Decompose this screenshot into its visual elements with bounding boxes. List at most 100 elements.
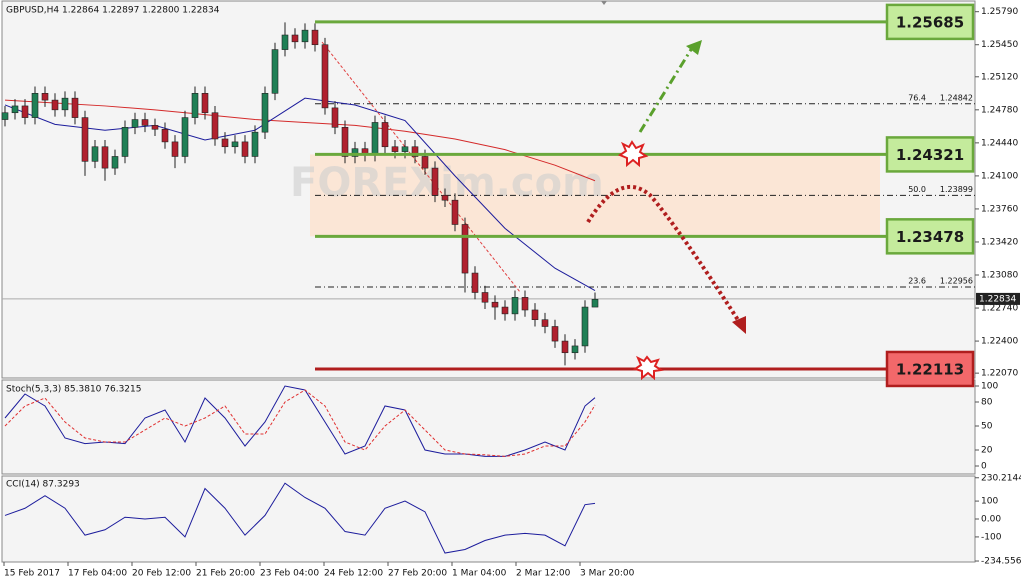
candle-body	[541, 319, 549, 327]
candle-body	[51, 99, 59, 111]
y-tick-label: 1.23420	[981, 237, 1018, 247]
y-tick-label: 1.23080	[981, 271, 1018, 281]
candle-body	[341, 127, 349, 157]
x-tick-label: 27 Feb 20:00	[388, 569, 447, 579]
candle-body	[21, 105, 29, 118]
shift-marker	[601, 1, 607, 5]
candle-body	[411, 146, 419, 157]
level-box	[885, 350, 975, 388]
y-tick-label: -100	[981, 532, 1002, 542]
candle-body	[371, 122, 379, 155]
x-tick-label: 15 Feb 2017	[4, 569, 60, 579]
up-arrow	[638, 47, 694, 133]
x-tick-label: 17 Feb 04:00	[68, 569, 127, 579]
fib-value: 1.22956	[940, 277, 973, 286]
candle-body	[201, 93, 209, 114]
candle-body	[461, 224, 469, 274]
candle-body	[241, 141, 249, 157]
indicator-line	[4, 389, 596, 457]
y-tick-label: 50	[981, 422, 993, 432]
y-tick-label: 1.25120	[981, 72, 1018, 82]
plot-layer: 1.25790 1.25450 1.25120 1.24780 1.24440 1.241…	[1, 3, 1021, 579]
x-tick-label: 23 Feb 04:00	[260, 569, 319, 579]
candle-body	[181, 117, 189, 157]
level-label: 1.25685	[896, 13, 964, 31]
candle-body	[391, 146, 399, 152]
y-tick-label: 1.25450	[981, 40, 1018, 50]
burst	[632, 355, 664, 381]
y-tick-label: 1.22740	[981, 304, 1018, 314]
fib-value: 1.24842	[940, 93, 973, 102]
candle-body	[481, 292, 489, 303]
fib-value: 1.23899	[940, 185, 973, 194]
trendline	[321, 41, 521, 293]
y-tick-label: 1.23760	[981, 204, 1018, 214]
y-tick-label: 1.24440	[981, 138, 1018, 148]
y-tick-label: 1.22400	[981, 337, 1018, 347]
candle-body	[381, 122, 389, 148]
candle-body	[221, 138, 229, 148]
candle-body	[81, 117, 89, 162]
candle-body	[121, 127, 129, 157]
candle-body	[491, 301, 499, 308]
x-tick-label: 24 Feb 12:00	[324, 569, 383, 579]
y-tick-label: 20	[981, 446, 993, 456]
level-label: 1.23478	[896, 228, 964, 246]
candle-body	[261, 93, 269, 133]
y-tick-label: 100	[981, 382, 998, 392]
x-tick-label: 21 Feb 20:00	[196, 569, 255, 579]
chart-title: GBPUSD,H4 1.22864 1.22897 1.22800 1.2283…	[6, 6, 220, 16]
candle-body	[551, 326, 559, 342]
candle-body	[351, 148, 359, 157]
x-tick-label: 2 Mar 12:00	[516, 569, 571, 579]
y-tick-label: 0.00	[981, 515, 1001, 525]
candle-body	[281, 34, 289, 50]
candle-body	[11, 105, 19, 114]
fib-ratio: 50.0	[908, 185, 926, 194]
current-price-label: 1.22834	[979, 294, 1016, 304]
candle-body	[421, 156, 429, 169]
candle-body	[91, 146, 99, 162]
candle-body	[571, 345, 579, 354]
candle-body	[211, 112, 219, 140]
candle-body	[531, 309, 539, 321]
candle-body	[101, 146, 109, 169]
candle-body	[451, 199, 459, 225]
level-box	[885, 136, 975, 173]
candle-body	[311, 29, 319, 46]
stoch-title: Stoch(5,3,3) 85.3810 76.3215	[6, 385, 141, 395]
y-tick-label: -234.5569	[981, 557, 1021, 567]
candle-body	[401, 146, 409, 152]
y-tick-label: 80	[981, 398, 993, 408]
fib-ratio: 76.4	[908, 93, 926, 102]
moving-average	[4, 97, 596, 291]
candle-body	[591, 298, 599, 308]
level-label: 1.24321	[896, 146, 964, 164]
y-tick-label: 0	[981, 462, 987, 472]
down-arrow-head	[732, 316, 746, 334]
y-tick-label: 1.25790	[981, 7, 1018, 17]
candle-body	[501, 306, 509, 315]
x-tick-label: 3 Mar 20:00	[580, 569, 635, 579]
candle-body	[161, 128, 169, 143]
y-tick-label: 1.22070	[981, 369, 1018, 379]
candle-body	[141, 119, 149, 126]
cci-panel	[1, 475, 976, 563]
candle-body	[71, 97, 79, 118]
current-price-tag	[976, 292, 1020, 305]
level-box	[885, 218, 975, 255]
candle-body	[111, 156, 119, 169]
candle-body	[61, 97, 69, 111]
candle-body	[431, 167, 439, 196]
x-tick-label: 1 Mar 04:00	[452, 569, 507, 579]
y-tick-label: 230.2144	[981, 473, 1021, 483]
candle-body	[471, 272, 479, 293]
y-tick-label: 1.24100	[981, 171, 1018, 181]
candle-body	[581, 306, 589, 347]
candle-body	[41, 93, 49, 101]
cci-title: CCI(14) 87.3293	[6, 480, 80, 490]
indicator-line	[4, 482, 596, 554]
candle-body	[1, 112, 9, 120]
